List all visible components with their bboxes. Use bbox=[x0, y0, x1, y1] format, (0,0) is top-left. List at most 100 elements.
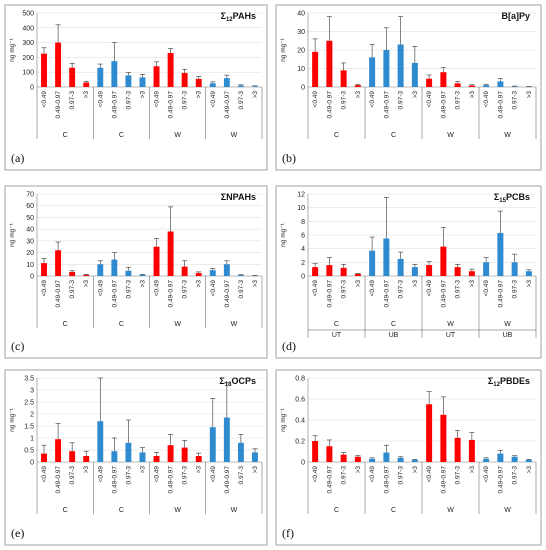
bar bbox=[97, 67, 104, 87]
x-category-label: <0.49 bbox=[97, 280, 104, 297]
x-category-label: 0.49-0.97 bbox=[224, 280, 231, 308]
x-category-label: 0.49-0.97 bbox=[168, 91, 175, 119]
x-category-label: <0.49 bbox=[154, 466, 161, 483]
x-category-label: >3 bbox=[196, 91, 203, 99]
bar bbox=[125, 270, 132, 276]
bar bbox=[497, 453, 504, 462]
x-category-label: 0.49-0.97 bbox=[440, 91, 447, 119]
y-tick-label: 8 bbox=[301, 219, 305, 226]
x-category-label: 0.97-3 bbox=[182, 91, 189, 110]
bar bbox=[468, 271, 475, 276]
bar bbox=[497, 232, 504, 276]
y-tick-label: 30 bbox=[26, 238, 34, 245]
bar bbox=[383, 452, 390, 462]
group-label: C bbox=[119, 132, 124, 139]
bar bbox=[153, 246, 160, 276]
y-tick-label: 0.2 bbox=[295, 439, 305, 446]
x-category-label: <0.49 bbox=[483, 466, 490, 483]
x-category-label: 0.97-3 bbox=[455, 280, 462, 299]
chart-title: ΣNPAHs bbox=[221, 192, 256, 202]
bar bbox=[426, 404, 433, 462]
chart-panel-3: 0 10 20 30 40 50 60 70 ng mg⁻¹ ΣNPAHs <0.49 0.49-0.… bbox=[4, 185, 268, 359]
x-category-label: 0.49-0.97 bbox=[55, 280, 62, 308]
bar bbox=[209, 427, 216, 462]
chart-title: Σ12PAHs bbox=[221, 11, 256, 23]
x-category-label: 0.49-0.97 bbox=[55, 466, 62, 494]
title-subscript: 15 bbox=[499, 198, 506, 204]
panel-letter: (b) bbox=[282, 151, 296, 165]
y-tick-label: 3.5 bbox=[24, 376, 34, 383]
x-category-label: 0.49-0.97 bbox=[326, 91, 333, 119]
bar bbox=[369, 458, 376, 462]
y-tick-label: 2 bbox=[301, 260, 305, 267]
bar bbox=[525, 459, 532, 462]
x-category-label: >3 bbox=[469, 466, 476, 474]
bar bbox=[326, 265, 333, 276]
group-label: C bbox=[391, 132, 396, 139]
group-label: W bbox=[174, 507, 181, 514]
bar bbox=[195, 456, 202, 462]
bar bbox=[167, 52, 174, 87]
y-tick-label: 300 bbox=[22, 40, 34, 47]
y-tick-label: 12 bbox=[297, 192, 305, 199]
x-category-label: 0.49-0.97 bbox=[111, 91, 118, 119]
bar bbox=[195, 273, 202, 276]
x-category-label: >3 bbox=[83, 466, 90, 474]
bar bbox=[55, 250, 62, 276]
x-category-label: <0.49 bbox=[369, 466, 376, 483]
x-category-label: >3 bbox=[355, 280, 362, 288]
x-category-label: <0.49 bbox=[41, 466, 48, 483]
bar bbox=[497, 81, 504, 87]
chart-title: Σ18OCPs bbox=[219, 376, 256, 388]
y-tick-label: 40 bbox=[297, 11, 305, 18]
x-category-label: <0.49 bbox=[41, 91, 48, 108]
x-category-label: <0.49 bbox=[369, 91, 376, 108]
x-category-label: 0.97-3 bbox=[341, 91, 348, 110]
y-tick-label: 0.4 bbox=[295, 418, 305, 425]
bar bbox=[97, 264, 104, 276]
title-sigma: Σ bbox=[219, 376, 225, 386]
y-tick-label: 60 bbox=[26, 203, 34, 210]
title-sigma: Σ bbox=[494, 192, 500, 202]
x-category-label: 0.49-0.97 bbox=[224, 91, 231, 119]
bar bbox=[354, 85, 361, 87]
y-tick-label: 2 bbox=[30, 412, 34, 419]
title-rest: OCPs bbox=[231, 376, 256, 386]
group-label: C bbox=[119, 321, 124, 328]
y-axis-label: ng mg⁻¹ bbox=[280, 222, 287, 246]
x-category-label: 0.97-3 bbox=[398, 280, 405, 299]
x-category-label: <0.49 bbox=[210, 91, 217, 108]
bar bbox=[525, 271, 532, 276]
x-category-label: 0.49-0.97 bbox=[55, 91, 62, 119]
y-tick-label: 3 bbox=[30, 388, 34, 395]
y-tick-label: 40 bbox=[26, 227, 34, 234]
x-category-label: 0.97-3 bbox=[455, 466, 462, 485]
chart-title: B[a]Py bbox=[501, 11, 530, 21]
x-category-label: 0.97-3 bbox=[69, 280, 76, 299]
bar bbox=[483, 458, 490, 462]
group-label: W bbox=[504, 321, 511, 328]
bar bbox=[397, 44, 404, 87]
bar bbox=[312, 267, 319, 276]
x-category-label: <0.49 bbox=[426, 91, 433, 108]
bar bbox=[340, 70, 347, 87]
x-category-label: 0.97-3 bbox=[512, 91, 519, 110]
x-category-label: >3 bbox=[83, 91, 90, 99]
y-axis-label: ng mg⁻¹ bbox=[280, 37, 287, 61]
x-category-label: 0.49-0.97 bbox=[224, 466, 231, 494]
x-category-label: <0.49 bbox=[312, 91, 319, 108]
title-sigma: Σ bbox=[221, 11, 227, 21]
x-category-label: >3 bbox=[469, 280, 476, 288]
y-tick-label: 400 bbox=[22, 25, 34, 32]
y-tick-label: 1 bbox=[30, 436, 34, 443]
x-category-label: 0.97-3 bbox=[125, 466, 132, 485]
bar bbox=[454, 267, 461, 276]
y-tick-label: 0 bbox=[301, 274, 305, 281]
bar bbox=[312, 441, 319, 462]
group-label: W bbox=[231, 507, 238, 514]
bar bbox=[97, 421, 104, 462]
group-label: W bbox=[174, 321, 181, 328]
bar bbox=[397, 258, 404, 276]
x-category-label: 0.97-3 bbox=[341, 280, 348, 299]
chart-title: Σ12PBDEs bbox=[488, 376, 530, 388]
